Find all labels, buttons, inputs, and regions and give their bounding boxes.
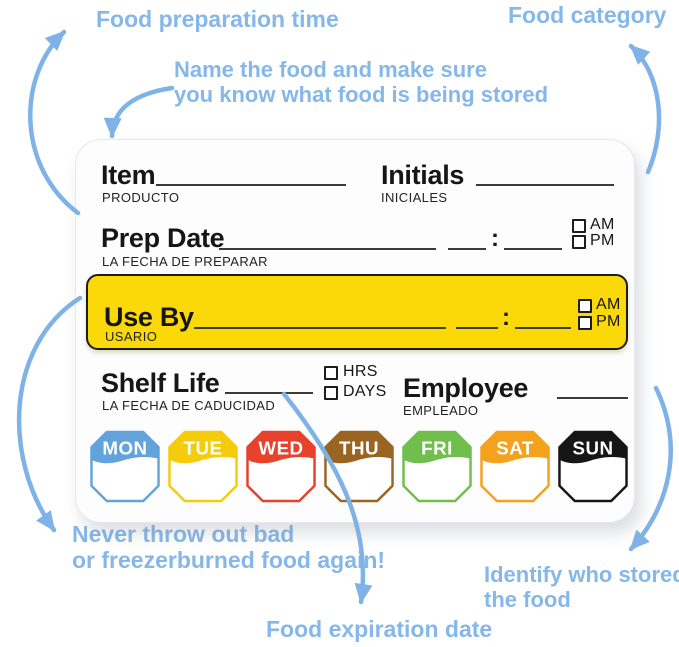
note-name-the-food: Name the food and make sure you know wha… [174, 57, 548, 107]
note-name-the-food-line2: you know what food is being stored [174, 82, 549, 107]
day-tab-tue: TUE [168, 430, 238, 503]
note-never-throw-out: Never throw out bad or freezerburned foo… [72, 521, 385, 573]
use-by-time-colon: : [502, 304, 510, 331]
use-by-minute-write-line [515, 327, 571, 329]
employee-write-line [557, 397, 628, 399]
hrs-label: HRS [343, 363, 378, 380]
prep-pm-label: PM [590, 232, 615, 249]
prep-hour-write-line [448, 248, 486, 250]
svg-text:FRI: FRI [421, 438, 453, 459]
svg-text:TUE: TUE [184, 438, 223, 459]
day-of-week-tabs: MON TUE WED THU FRI SAT SUN [90, 430, 630, 503]
use-by-pm-checkbox [578, 316, 592, 330]
use-by-sublabel: USARIO [105, 329, 158, 344]
initials-sublabel: INICIALES [381, 190, 448, 205]
prep-minute-write-line [504, 248, 562, 250]
use-by-am-label: AM [596, 296, 621, 313]
arrow-name-food-icon [103, 85, 175, 139]
prep-date-sublabel: LA FECHA DE PREPARAR [102, 254, 268, 269]
item-write-line [156, 184, 346, 186]
employee-sublabel: EMPLEADO [403, 403, 479, 418]
use-by-pm-label: PM [596, 313, 621, 330]
prep-pm-checkbox [572, 235, 586, 249]
item-label: Item [101, 160, 156, 190]
use-by-band: Use By USARIO : AM PM [86, 274, 628, 350]
svg-text:SUN: SUN [572, 438, 613, 459]
prep-am-label: AM [590, 216, 615, 233]
initials-label: Initials [381, 160, 465, 190]
svg-text:MON: MON [102, 438, 147, 459]
use-by-hour-write-line [456, 327, 498, 329]
prep-time-colon: : [491, 225, 499, 252]
arrow-identify-icon [628, 385, 673, 552]
arrow-food-category-icon [628, 43, 662, 175]
note-never-throw-line2: or freezerburned food again! [72, 547, 386, 573]
use-by-am-checkbox [578, 299, 592, 313]
note-food-category: Food category [508, 2, 666, 29]
days-checkbox [324, 386, 338, 400]
svg-text:THU: THU [339, 438, 379, 459]
day-tab-sat: SAT [480, 430, 550, 503]
svg-text:SAT: SAT [496, 438, 534, 459]
note-food-preparation-time: Food preparation time [96, 6, 339, 33]
prep-date-write-line [219, 248, 436, 250]
note-food-preparation-time-text: Food preparation time [96, 6, 339, 32]
day-tab-thu: THU [324, 430, 394, 503]
day-tab-mon: MON [90, 430, 160, 503]
note-food-expiration-date: Food expiration date [266, 616, 492, 643]
day-tab-wed: WED [246, 430, 316, 503]
arrow-food-prep-time-icon [28, 29, 81, 216]
day-tab-sun: SUN [558, 430, 628, 503]
initials-write-line [476, 184, 614, 186]
use-by-label: Use By [104, 302, 194, 332]
day-tab-fri: FRI [402, 430, 472, 503]
shelf-life-label: Shelf Life [101, 368, 220, 398]
note-identify-line2: the food [484, 587, 571, 612]
item-sublabel: PRODUCTO [102, 190, 180, 205]
prep-am-checkbox [572, 219, 586, 233]
note-identify-who-stored: Identify who stored the food [484, 562, 679, 612]
svg-text:WED: WED [258, 438, 303, 459]
hrs-checkbox [324, 366, 338, 380]
employee-label: Employee [403, 373, 529, 403]
note-food-category-text: Food category [508, 2, 667, 28]
note-name-the-food-line1: Name the food and make sure [174, 57, 487, 82]
days-label: DAYS [343, 383, 387, 400]
use-by-write-line [194, 327, 446, 329]
note-identify-line1: Identify who stored [484, 562, 679, 587]
shelf-life-sublabel: LA FECHA DE CADUCIDAD [102, 398, 276, 413]
shelf-life-write-line [225, 392, 313, 394]
note-food-expiration-text: Food expiration date [266, 616, 493, 642]
food-label-card: Item PRODUCTO Initials INICIALES Prep Da… [75, 139, 635, 523]
note-never-throw-line1: Never throw out bad [72, 521, 295, 547]
prep-date-label: Prep Date [101, 223, 225, 253]
arrow-never-throw-icon [16, 295, 83, 533]
